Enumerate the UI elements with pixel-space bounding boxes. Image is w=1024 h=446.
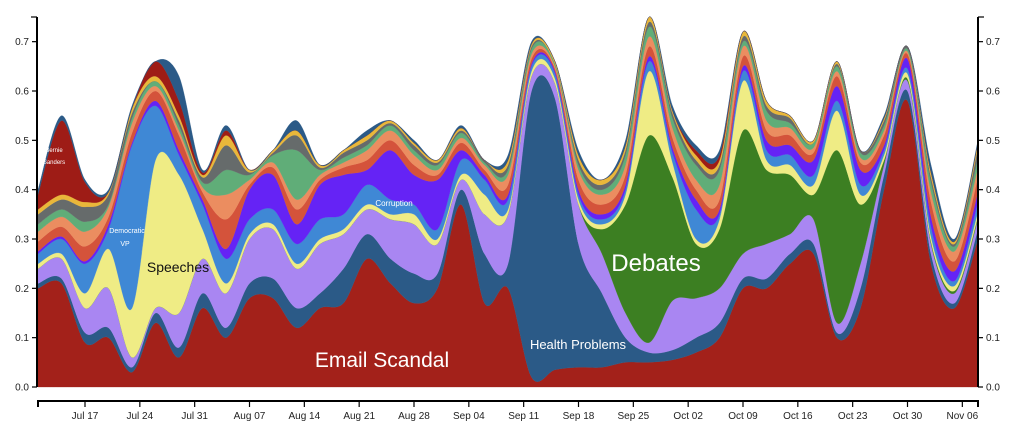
label-email-scandal: Email Scandal bbox=[315, 349, 449, 372]
y-tick-label: 0.6 bbox=[986, 87, 1000, 98]
x-tick-label: Nov 06 bbox=[946, 411, 978, 422]
x-tick-label: Oct 16 bbox=[783, 411, 813, 422]
label-bernie-1: Bernie bbox=[45, 148, 63, 154]
y-tick-label: 0.2 bbox=[15, 284, 29, 295]
y-axis-left: 0.0 0.1 0.2 0.3 0.4 0.5 0.6 0.7 bbox=[15, 16, 38, 394]
label-corruption: Corruption bbox=[375, 199, 412, 208]
y-tick-label: 0.4 bbox=[15, 185, 29, 196]
y-axis-right: 0.0 0.1 0.2 0.3 0.4 0.5 0.6 0.7 bbox=[977, 16, 1000, 394]
y-tick-label: 0.7 bbox=[15, 37, 29, 48]
x-axis-line bbox=[37, 400, 979, 407]
y-tick-label: 0.3 bbox=[986, 235, 1000, 246]
x-tick-label: Aug 21 bbox=[343, 411, 375, 422]
x-tick-label: Sep 04 bbox=[453, 411, 485, 422]
x-tick-label: Oct 02 bbox=[673, 411, 703, 422]
x-tick-label: Jul 31 bbox=[181, 411, 208, 422]
label-health-problems: Health Problems bbox=[530, 337, 627, 352]
label-speeches: Speeches bbox=[147, 259, 209, 275]
y-tick-label: 0.6 bbox=[15, 87, 29, 98]
y-tick-label: 0.2 bbox=[986, 284, 1000, 295]
x-tick-label: Jul 17 bbox=[72, 411, 99, 422]
x-tick-label: Aug 28 bbox=[398, 411, 430, 422]
x-tick-label: Sep 25 bbox=[617, 411, 649, 422]
annotations: Bernie Sanders Democratic VP Speeches Co… bbox=[43, 148, 701, 372]
y-tick-label: 0.1 bbox=[15, 333, 29, 344]
label-debates: Debates bbox=[611, 250, 700, 277]
x-tick-label: Oct 30 bbox=[893, 411, 923, 422]
x-tick-label: Sep 11 bbox=[508, 411, 539, 422]
y-tick-label: 0.7 bbox=[986, 37, 1000, 48]
y-tick-label: 0.3 bbox=[15, 235, 29, 246]
y-tick-label: 0.0 bbox=[15, 383, 29, 394]
x-tick-label: Jul 24 bbox=[126, 411, 153, 422]
x-axis: Jul 17 Jul 24 Jul 31 Aug 07 Aug 14 Aug 21 Aug … bbox=[37, 400, 979, 422]
y-tick-label: 0.1 bbox=[986, 333, 1000, 344]
x-tick-label: Oct 09 bbox=[728, 411, 758, 422]
x-tick-label: Sep 18 bbox=[563, 411, 595, 422]
x-tick-label: Oct 23 bbox=[838, 411, 868, 422]
label-bernie-2: Sanders bbox=[43, 160, 65, 166]
label-democratic-vp-1: Democratic bbox=[109, 228, 145, 235]
area-layers bbox=[37, 16, 979, 388]
y-tick-label: 0.4 bbox=[986, 185, 1000, 196]
x-tick-label: Aug 14 bbox=[288, 411, 320, 422]
y-tick-label: 0.5 bbox=[986, 136, 1000, 147]
y-tick-label: 0.5 bbox=[15, 136, 29, 147]
x-tick-label: Aug 07 bbox=[234, 411, 266, 422]
y-tick-label: 0.0 bbox=[986, 383, 1000, 394]
label-democratic-vp-2: VP bbox=[120, 241, 130, 248]
